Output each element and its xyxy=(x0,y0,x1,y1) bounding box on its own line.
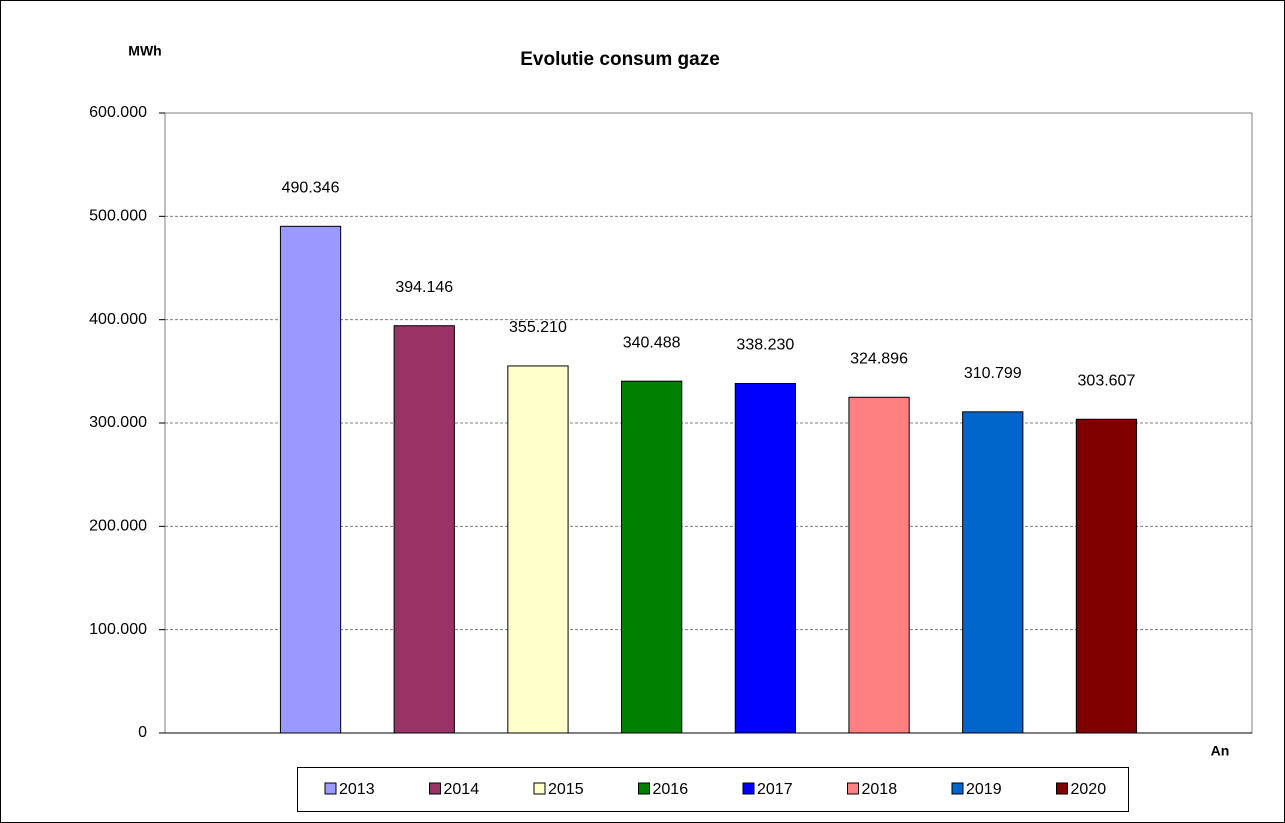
y-tick-label: 500.000 xyxy=(89,208,147,225)
bar xyxy=(962,411,1024,734)
legend-swatch xyxy=(533,782,546,795)
y-axis-label: MWh xyxy=(128,43,161,59)
y-tick-label: 0 xyxy=(138,724,147,741)
bar xyxy=(279,225,342,734)
bar xyxy=(734,382,796,734)
data-label: 338.230 xyxy=(736,337,794,354)
data-label: 355.210 xyxy=(509,319,567,336)
bar xyxy=(848,396,910,734)
legend-label: 2015 xyxy=(548,781,584,798)
legend-label: 2020 xyxy=(1071,781,1107,798)
data-label: 324.896 xyxy=(850,350,908,367)
legend xyxy=(297,767,1129,812)
legend-swatch xyxy=(324,782,337,795)
bar xyxy=(393,325,455,734)
legend-swatch xyxy=(847,782,859,795)
data-label: 310.799 xyxy=(964,365,1022,382)
legend-swatch xyxy=(742,782,755,795)
y-tick-label: 100.000 xyxy=(89,621,147,638)
chart-title: Evolutie consum gaze xyxy=(520,49,720,70)
y-tick-label: 300.000 xyxy=(89,414,147,431)
legend-label: 2014 xyxy=(444,781,480,798)
legend-label: 2013 xyxy=(339,781,375,798)
data-label: 490.346 xyxy=(282,180,340,197)
legend-label: 2019 xyxy=(966,781,1002,798)
data-label: 303.607 xyxy=(1078,372,1136,389)
legend-swatch xyxy=(951,782,964,795)
x-axis-label: An xyxy=(1211,743,1230,759)
y-tick-label: 200.000 xyxy=(89,518,147,535)
bar xyxy=(507,365,569,734)
legend-swatch xyxy=(429,782,441,795)
bar xyxy=(621,380,683,734)
bar xyxy=(1075,418,1138,734)
data-label: 394.146 xyxy=(395,279,453,296)
legend-swatch xyxy=(638,782,650,795)
y-tick-label: 600.000 xyxy=(89,104,147,121)
legend-label: 2016 xyxy=(653,781,689,798)
data-label: 340.488 xyxy=(623,334,681,351)
y-tick-label: 400.000 xyxy=(89,311,147,328)
legend-label: 2017 xyxy=(757,781,793,798)
legend-swatch xyxy=(1056,782,1068,795)
legend-label: 2018 xyxy=(862,781,898,798)
